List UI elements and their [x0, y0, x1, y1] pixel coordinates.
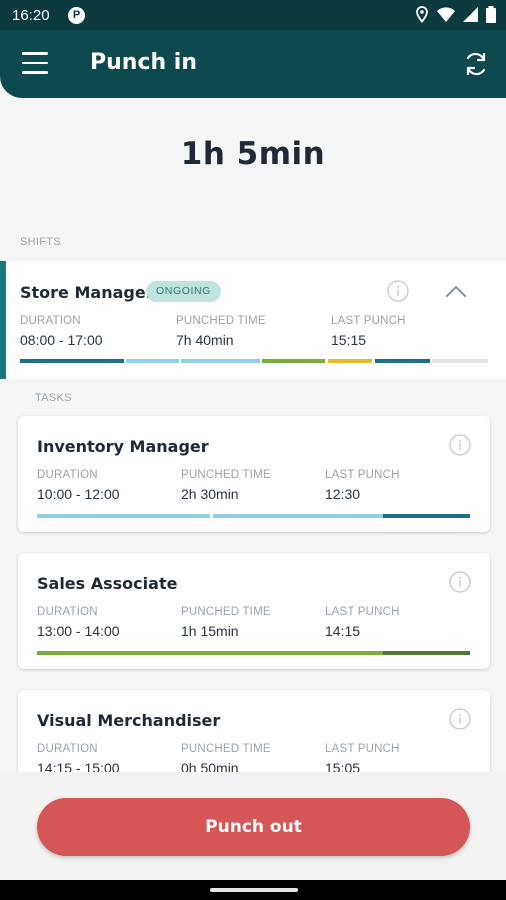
bottom-action-bar: Punch out: [0, 772, 506, 880]
duration-value: 10:00 - 12:00: [37, 486, 120, 502]
punched-time-value: 1h 15min: [181, 623, 239, 639]
battery-icon: [486, 6, 496, 23]
last-punch-label: LAST PUNCH: [325, 469, 400, 481]
punch-out-button[interactable]: Punch out: [37, 798, 470, 856]
bar-segment: [383, 651, 470, 655]
app-notification-icon: P: [68, 7, 85, 24]
shift-name: Store Manager: [20, 283, 154, 302]
total-time: 1h 5min: [180, 136, 326, 172]
duration-label: DURATION: [37, 606, 98, 618]
status-icons: [415, 6, 496, 23]
status-badge: ONGOING: [146, 281, 221, 302]
last-punch-value: 12:30: [325, 486, 361, 502]
tasks-section-label: TASKS: [35, 392, 72, 404]
wifi-icon: [437, 7, 455, 22]
duration-label: DURATION: [20, 315, 81, 327]
bar-segment: [383, 514, 470, 518]
last-punch-label: LAST PUNCH: [325, 606, 400, 618]
bar-segment: [37, 651, 383, 655]
task-name: Visual Merchandiser: [37, 711, 221, 730]
punched-time-label: PUNCHED TIME: [181, 606, 271, 618]
punched-time-value: 2h 30min: [181, 486, 239, 502]
bar-segment: [432, 359, 488, 363]
sync-icon[interactable]: [462, 50, 490, 78]
task-card[interactable]: Sales Associate DURATION PUNCHED TIME LA…: [18, 553, 490, 669]
punched-time-value: 7h 40min: [176, 332, 234, 348]
shifts-section-label: SHIFTS: [20, 236, 61, 248]
bar-segment: [181, 359, 260, 363]
home-handle[interactable]: [210, 888, 298, 892]
app-bar: Punch in: [0, 30, 506, 98]
bar-segment: [20, 359, 124, 363]
task-card[interactable]: Inventory Manager DURATION PUNCHED TIME …: [18, 416, 490, 532]
duration-value: 13:00 - 14:00: [37, 623, 120, 639]
punched-time-label: PUNCHED TIME: [176, 315, 266, 327]
chevron-up-icon[interactable]: [444, 281, 468, 301]
duration-label: DURATION: [37, 469, 98, 481]
info-icon[interactable]: [449, 434, 471, 456]
last-punch-label: LAST PUNCH: [325, 743, 400, 755]
bar-segment: [262, 359, 325, 363]
last-punch-value: 15:15: [331, 332, 367, 348]
duration-value: 08:00 - 17:00: [20, 332, 103, 348]
task-name: Sales Associate: [37, 574, 178, 593]
last-punch-label: LAST PUNCH: [331, 315, 406, 327]
punched-time-label: PUNCHED TIME: [181, 743, 271, 755]
system-nav-bar: [0, 880, 506, 900]
bar-segment: [126, 359, 179, 363]
status-time: 16:20: [12, 7, 50, 24]
duration-label: DURATION: [37, 743, 98, 755]
task-name: Inventory Manager: [37, 437, 209, 456]
punched-time-label: PUNCHED TIME: [181, 469, 271, 481]
bar-segment: [213, 514, 383, 518]
signal-icon: [463, 7, 478, 22]
location-icon: [416, 6, 428, 23]
status-bar: 16:20 P: [0, 0, 506, 30]
last-punch-value: 14:15: [325, 623, 361, 639]
info-icon[interactable]: [387, 280, 409, 302]
bar-segment: [375, 359, 430, 363]
menu-icon[interactable]: [22, 52, 48, 74]
page-title: Punch in: [90, 50, 198, 75]
bar-segment: [37, 514, 210, 518]
bar-segment: [328, 359, 372, 363]
shift-card[interactable]: Store Manager ONGOING DURATION PUNCHED T…: [0, 261, 506, 379]
info-icon[interactable]: [449, 708, 471, 730]
info-icon[interactable]: [449, 571, 471, 593]
